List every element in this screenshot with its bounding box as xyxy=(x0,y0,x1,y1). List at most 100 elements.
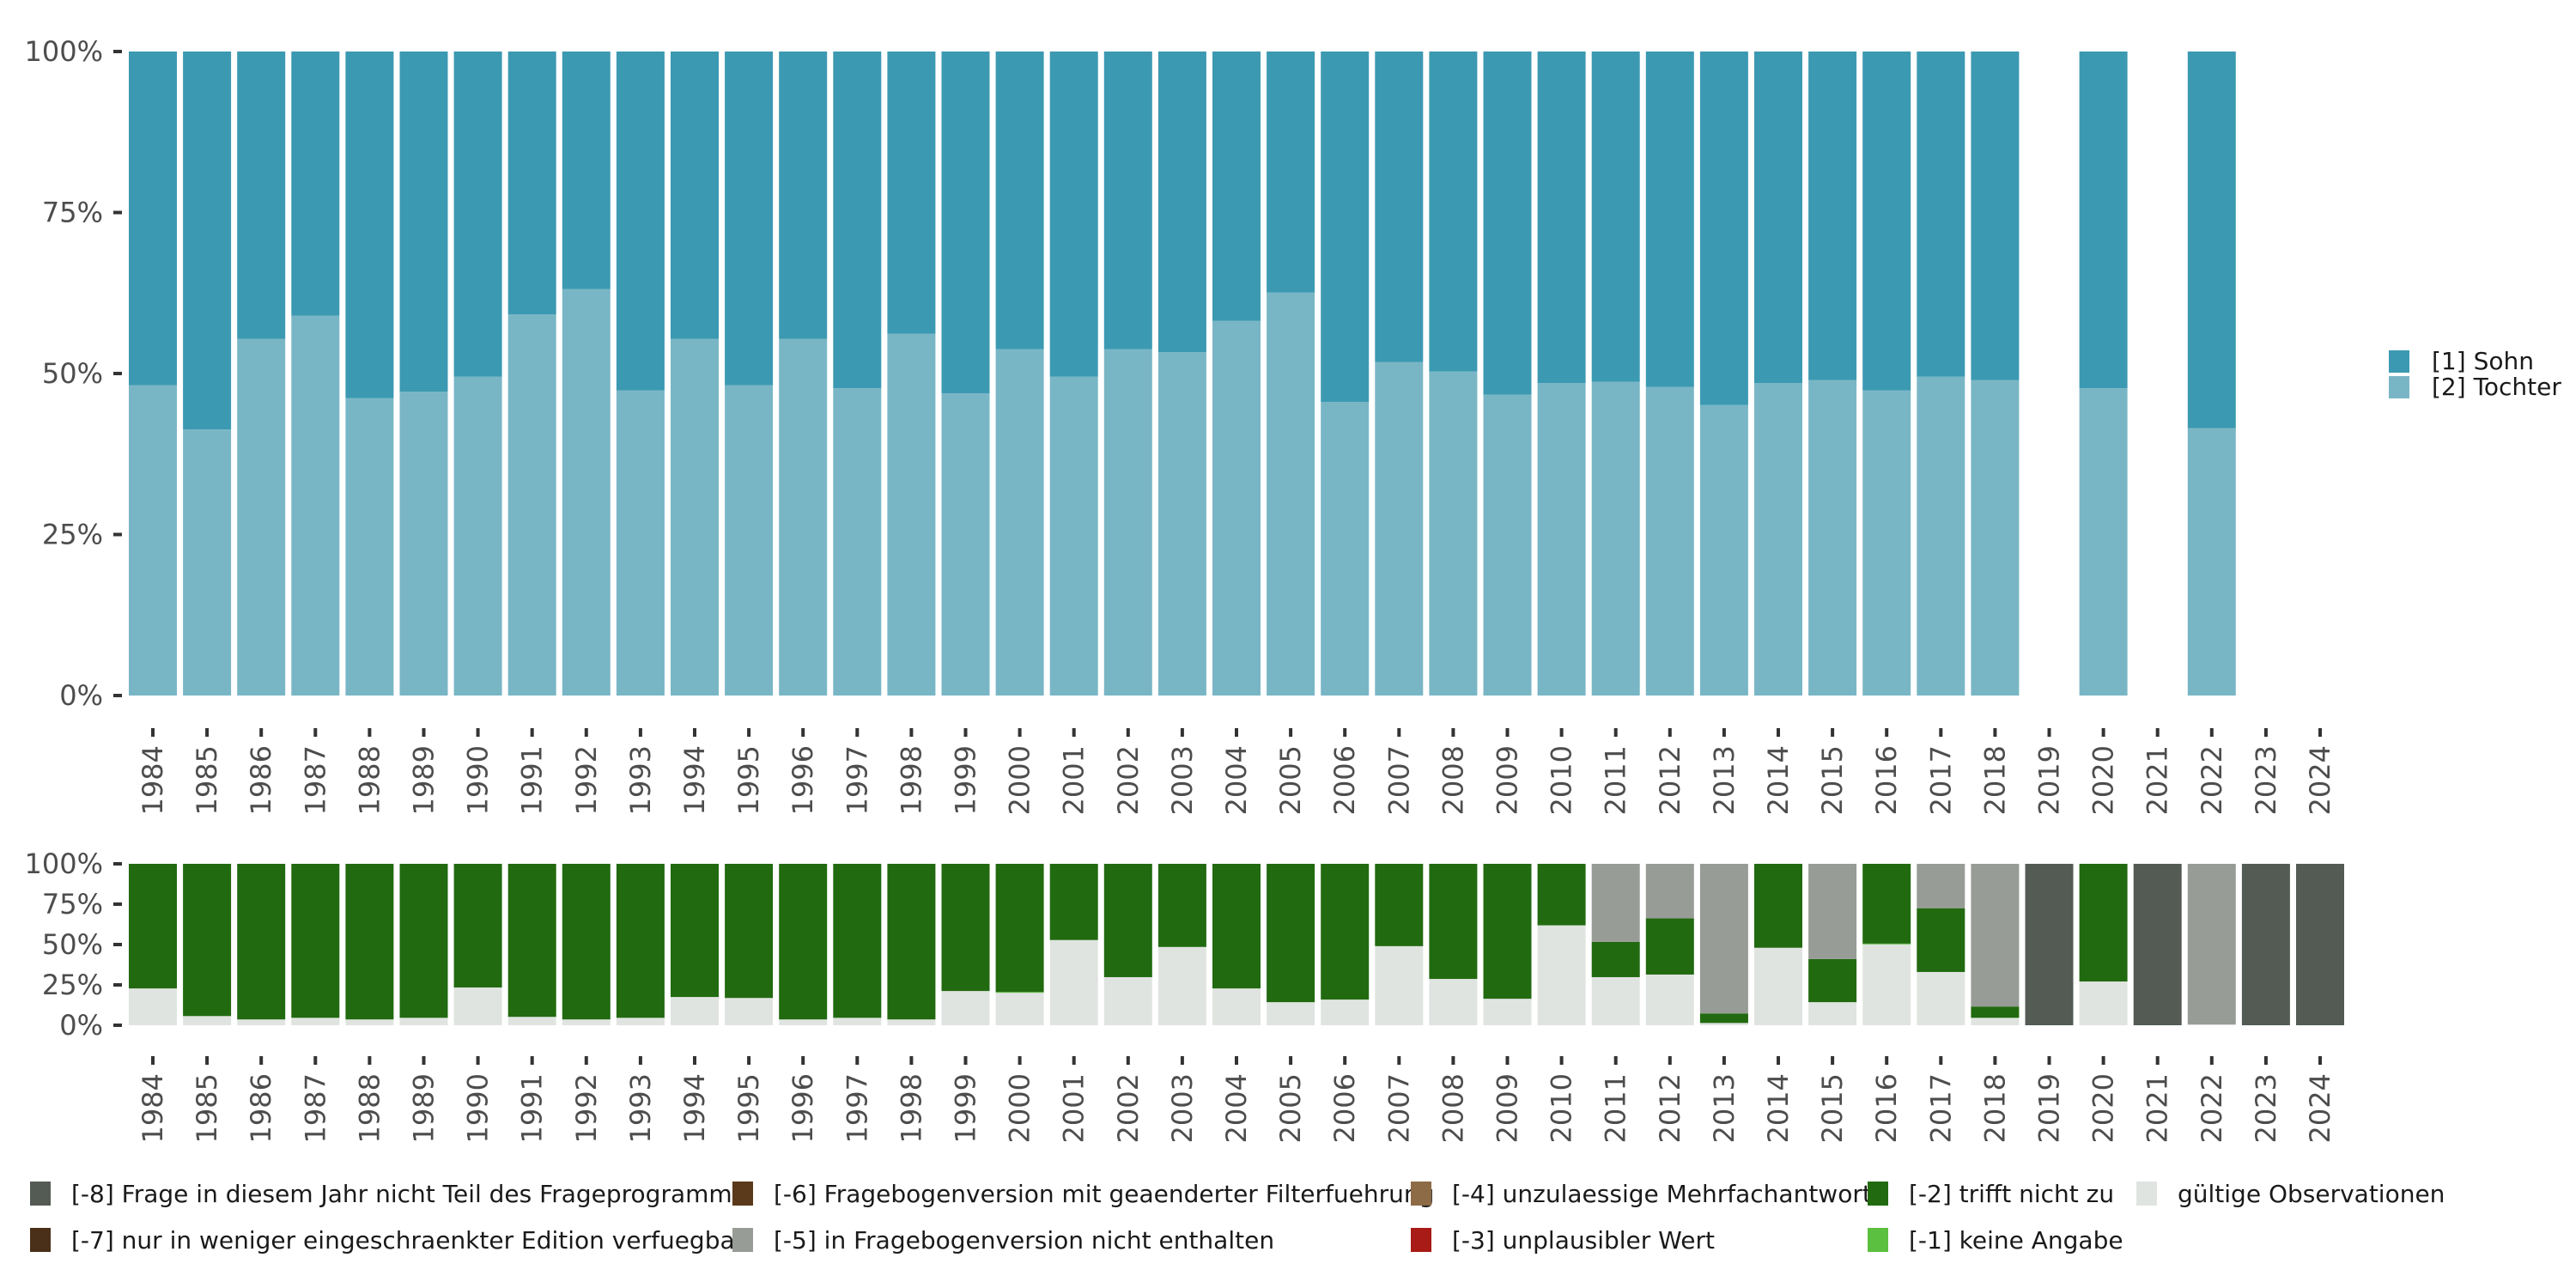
x-tick-label: 2002 xyxy=(1112,745,1145,815)
bar-segment-1987-g-ltige-observationen xyxy=(291,1018,340,1025)
x-tick-label: 1995 xyxy=(732,745,765,815)
y-tick-label: 50% xyxy=(42,357,103,390)
bar-segment-1993--1-sohn xyxy=(616,52,665,391)
bar-segment-1986--1-sohn xyxy=(237,52,286,339)
legend-swatch xyxy=(2389,376,2409,398)
bar-segment-2002--2-tochter xyxy=(1103,349,1152,696)
bar-segment-2017--1-sohn xyxy=(1917,52,1965,377)
bar-segment-1985-g-ltige-observationen xyxy=(183,1016,232,1025)
bar-segment-1990-g-ltige-observationen xyxy=(453,987,502,1025)
legend-swatch xyxy=(732,1228,753,1252)
x-tick-label: 2016 xyxy=(1870,1073,1903,1143)
x-tick-label: 1997 xyxy=(841,745,873,815)
bar-segment-2006--1-sohn xyxy=(1321,52,1370,402)
x-tick-label: 2014 xyxy=(1762,745,1795,815)
legend-label: [-1] keine Angabe xyxy=(1909,1226,2123,1255)
bar-segment-2003--2-tochter xyxy=(1157,352,1206,696)
x-tick-label: 1985 xyxy=(191,745,223,815)
x-tick-label: 2001 xyxy=(1058,1073,1091,1143)
bar-segment-1991--2-trifft-nicht-zu xyxy=(507,864,556,1018)
x-tick-label: 1991 xyxy=(516,745,549,815)
x-tick-label: 1996 xyxy=(787,1073,819,1143)
x-tick-label: 1999 xyxy=(950,1073,982,1143)
bar-segment-2015-g-ltige-observationen xyxy=(1808,1002,1857,1025)
bar-segment-2016--1-keine-angabe xyxy=(1862,943,1911,945)
bar-segment-2014--1-sohn xyxy=(1754,52,1802,384)
bar-segment-2020-g-ltige-observationen xyxy=(2079,981,2128,1025)
x-tick-label: 2022 xyxy=(2196,1073,2228,1143)
bar-segment-2013--2-trifft-nicht-zu xyxy=(1699,1013,1748,1024)
x-tick-label: 2009 xyxy=(1492,1073,1524,1143)
bar-segment-2014--2-tochter xyxy=(1754,383,1802,696)
bar-segment-2018--2-tochter xyxy=(1971,380,2020,696)
bar-segment-2005--2-trifft-nicht-zu xyxy=(1267,864,1315,1003)
x-tick-label: 1998 xyxy=(895,745,927,815)
bar-segment-1985--1-sohn xyxy=(183,52,232,430)
bar-segment-1995--2-tochter xyxy=(725,385,774,696)
x-tick-label: 1990 xyxy=(462,745,495,815)
bar-segment-2013-g-ltige-observationen xyxy=(1699,1023,1748,1025)
bar-segment-2018-g-ltige-observationen xyxy=(1971,1018,2020,1025)
bar-segment-2016-g-ltige-observationen xyxy=(1862,944,1911,1025)
bar-segment-2003--2-trifft-nicht-zu xyxy=(1157,864,1206,947)
bar-segment-2023--8-frage-in-diesem-jahr-nicht-teil-des-frageprogramms xyxy=(2241,864,2290,1025)
x-tick-label: 2024 xyxy=(2304,1073,2336,1143)
bar-segment-1984-g-ltige-observationen xyxy=(129,988,177,1025)
bar-segment-1997--1-sohn xyxy=(833,52,882,389)
x-tick-label: 2019 xyxy=(2033,745,2066,815)
bar-segment-1990--2-tochter xyxy=(453,376,502,696)
bar-segment-2007-g-ltige-observationen xyxy=(1375,945,1424,1025)
bar-segment-1999--1-sohn xyxy=(941,52,990,394)
bar-segment-1988--1-sohn xyxy=(345,52,394,398)
bar-segment-1991-g-ltige-observationen xyxy=(507,1017,556,1025)
bar-segment-1998--1-sohn xyxy=(887,52,936,334)
legend-swatch xyxy=(2389,350,2409,373)
x-tick-label: 2011 xyxy=(1600,1073,1632,1143)
bar-segment-1997-g-ltige-observationen xyxy=(833,1018,882,1025)
bar-segment-1996-g-ltige-observationen xyxy=(779,1019,828,1025)
bar-segment-2020--1-sohn xyxy=(2079,52,2128,389)
x-tick-label: 2004 xyxy=(1220,1073,1253,1143)
bar-segment-2004--1-sohn xyxy=(1212,52,1261,321)
bar-segment-1999--2-tochter xyxy=(941,393,990,696)
x-tick-label: 2023 xyxy=(2250,745,2282,815)
bar-segment-1992-g-ltige-observationen xyxy=(562,1019,611,1025)
x-tick-label: 2007 xyxy=(1382,745,1415,815)
bar-segment-2015--1-sohn xyxy=(1808,52,1857,380)
bar-segment-1998--2-trifft-nicht-zu xyxy=(887,864,936,1020)
x-tick-label: 2024 xyxy=(2304,745,2336,815)
x-tick-label: 1984 xyxy=(137,745,169,815)
y-tick-label: 0% xyxy=(59,1009,103,1042)
bar-segment-2016--2-trifft-nicht-zu xyxy=(1862,864,1911,944)
legend-label: [-5] in Fragebogenversion nicht enthalte… xyxy=(774,1226,1274,1255)
bar-segment-1985--2-trifft-nicht-zu xyxy=(183,864,232,1017)
x-tick-label: 1992 xyxy=(570,1073,603,1143)
x-tick-label: 1987 xyxy=(299,745,331,815)
bar-segment-1994-g-ltige-observationen xyxy=(671,997,719,1025)
bar-segment-2017--2-trifft-nicht-zu xyxy=(1917,908,1965,972)
bar-segment-2013--1-sohn xyxy=(1699,52,1748,405)
bar-segment-1999-g-ltige-observationen xyxy=(941,991,990,1025)
bar-segment-1985--2-tochter xyxy=(183,429,232,696)
bar-segment-2021--8-frage-in-diesem-jahr-nicht-teil-des-frageprogramms xyxy=(2133,864,2182,1025)
bar-segment-1996--2-tochter xyxy=(779,338,828,696)
bar-segment-2004--2-tochter xyxy=(1212,320,1261,696)
x-tick-label: 2000 xyxy=(1004,1073,1036,1143)
x-tick-label: 1986 xyxy=(245,1073,277,1143)
bar-segment-1984--1-sohn xyxy=(129,52,177,386)
x-tick-label: 2015 xyxy=(1816,1073,1849,1143)
x-tick-label: 2013 xyxy=(1708,1073,1741,1143)
x-tick-label: 2010 xyxy=(1546,1073,1578,1143)
bar-segment-2010--1-sohn xyxy=(1537,52,1586,384)
bar-segment-1988--2-trifft-nicht-zu xyxy=(345,864,394,1020)
legend-swatch xyxy=(30,1182,51,1206)
bar-segment-2018--1-sohn xyxy=(1971,52,2020,380)
x-tick-label: 2012 xyxy=(1654,745,1686,815)
x-tick-label: 2010 xyxy=(1546,745,1578,815)
x-tick-label: 2017 xyxy=(1924,1073,1957,1143)
bar-segment-1997--2-tochter xyxy=(833,388,882,696)
y-tick-label: 50% xyxy=(42,928,103,961)
bar-segment-1994--2-tochter xyxy=(671,338,719,696)
x-tick-label: 2015 xyxy=(1816,745,1849,815)
legend-label: [1] Sohn xyxy=(2432,347,2534,375)
